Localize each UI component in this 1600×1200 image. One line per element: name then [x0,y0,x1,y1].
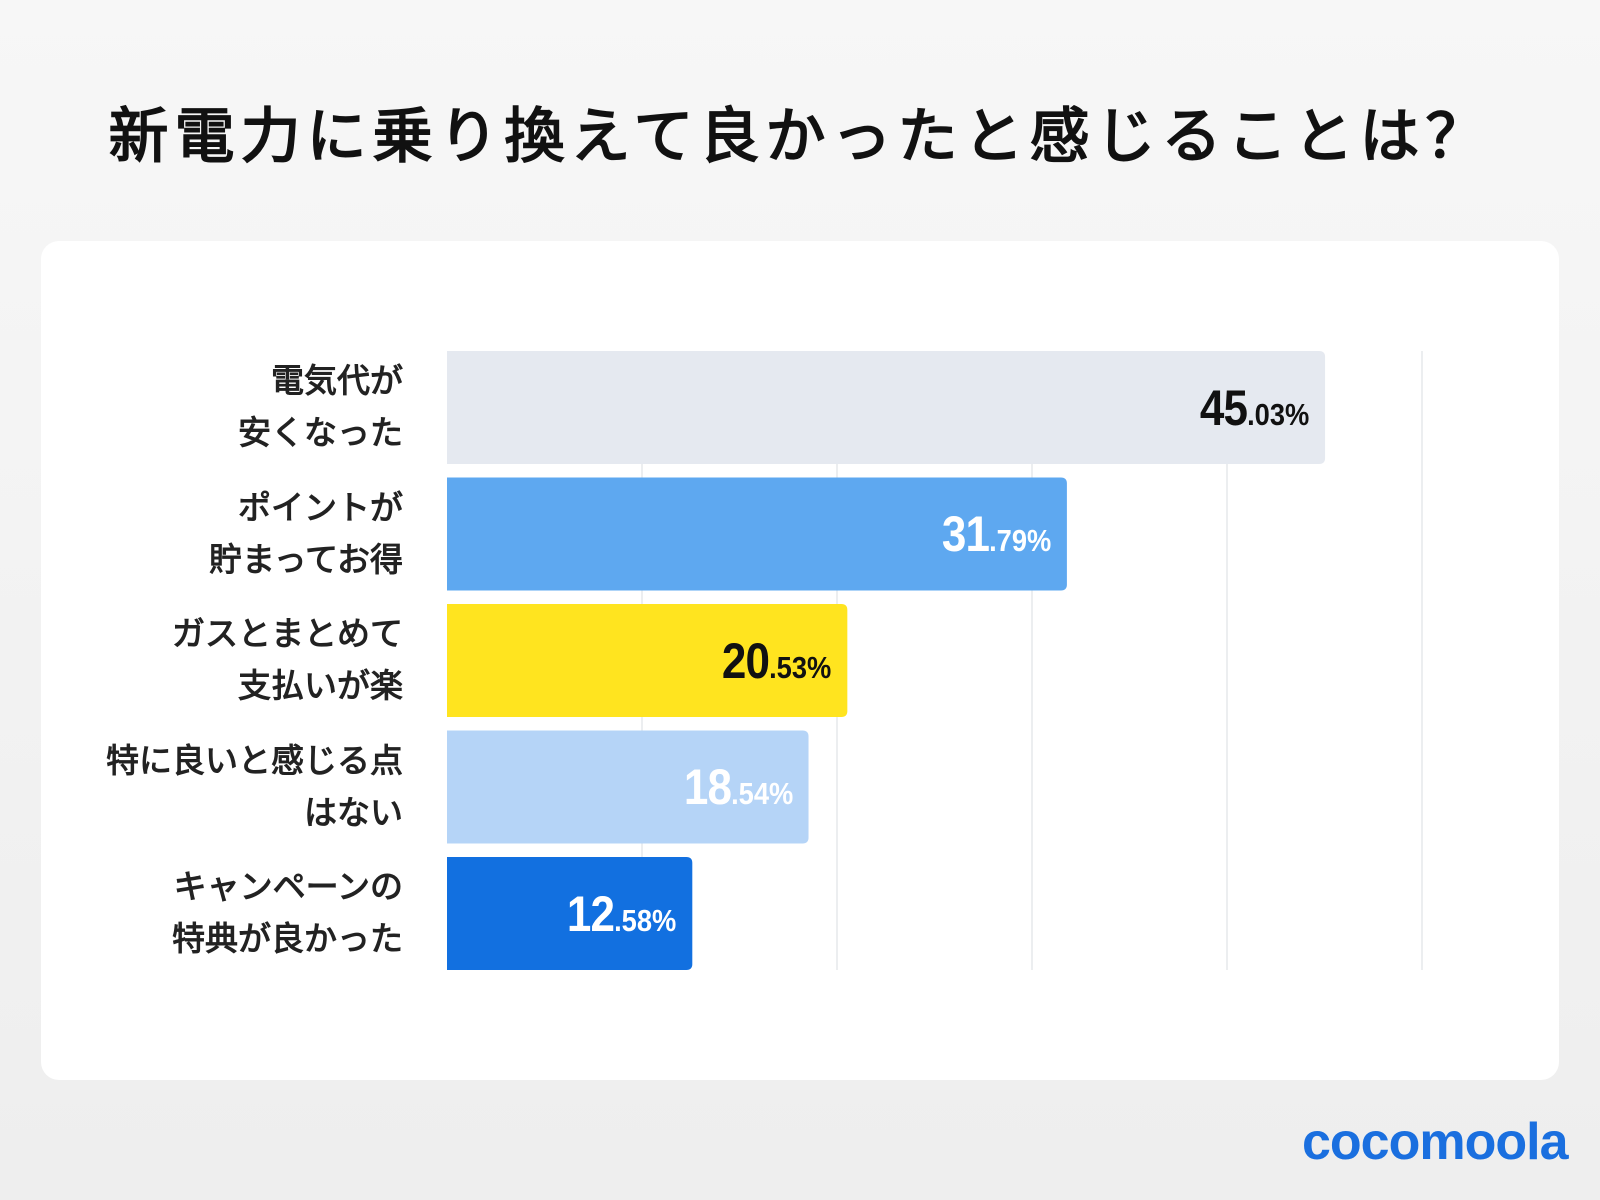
data-label-decimal: .54% [730,776,793,811]
data-label: 45.03% [1200,379,1309,437]
chart-title: 新電力に乗り換えて良かったと感じることは？ [108,102,1492,172]
data-label: 18.54% [683,758,792,816]
data-label: 12.58% [567,885,676,943]
bar [447,604,848,717]
category-label: 電気代が 安くなった [238,361,403,452]
bar [447,857,693,970]
data-label-decimal: .79% [988,523,1052,558]
data-label-integer: 18 [683,759,731,815]
data-label-decimal: .58% [614,902,677,938]
data-label-integer: 20 [722,632,770,689]
category-label: ポイントが 貯まってお得 [208,487,403,579]
bar [447,477,1067,591]
data-label-integer: 31 [941,506,990,562]
bar [447,730,809,844]
data-label-integer: 45 [1199,379,1248,436]
brand-logo: cocomoola [1302,1113,1568,1171]
category-label: キャンペーンの 特典が良かった [172,867,403,958]
data-label-decimal: .03% [1247,396,1310,432]
category-label: ガスとまとめて 支払いが楽 [172,614,403,705]
category-label: 特に良いと感じる点 はない [106,740,403,832]
data-label-decimal: .53% [769,649,832,685]
data-label: 20.53% [722,632,831,690]
data-label: 31.79% [942,505,1051,563]
bar [447,351,1326,464]
data-label-integer: 12 [567,885,615,942]
